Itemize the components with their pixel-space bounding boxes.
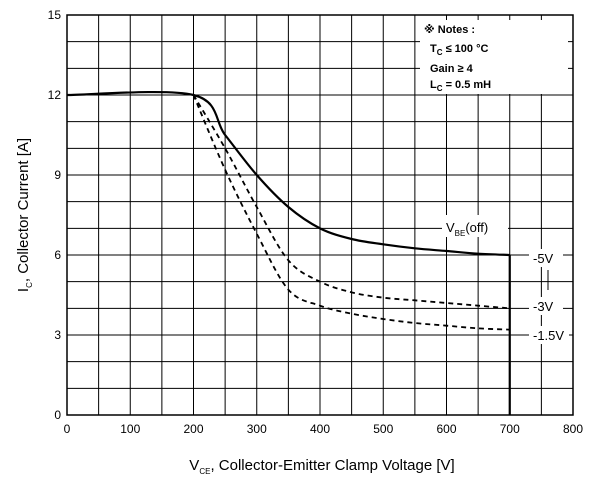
- x-tick-label: 100: [120, 422, 140, 436]
- y-tick-label: 0: [54, 408, 61, 422]
- series-line--5v: [66, 90, 510, 257]
- y-tick-label: 3: [54, 328, 61, 342]
- series-label-3v: -3V: [533, 299, 554, 314]
- series-line--3v: [192, 94, 510, 310]
- x-tick-label: 600: [436, 422, 456, 436]
- notes-box: [420, 20, 568, 94]
- x-tick-label: 200: [183, 422, 203, 436]
- x-tick-label: 0: [64, 422, 71, 436]
- x-tick-label: 700: [500, 422, 520, 436]
- y-tick-label: 12: [48, 88, 62, 102]
- x-axis-title: VCE, Collector-Emitter Clamp Voltage [V]: [189, 457, 454, 476]
- y-tick-label: 6: [54, 248, 61, 262]
- y-axis-title: IC, Collector Current [A]: [15, 138, 34, 292]
- x-tick-label: 400: [310, 422, 330, 436]
- label-bg-3v: [529, 297, 563, 315]
- series-label-1-5v: -1.5V: [533, 328, 564, 343]
- series-label-5v: -5V: [533, 251, 554, 266]
- plot-frame: [66, 14, 574, 416]
- notes-lc: LC = 0.5 mH: [430, 79, 491, 93]
- x-tick-label: 500: [373, 422, 393, 436]
- y-tick-label: 9: [54, 168, 61, 182]
- x-tick-label: 300: [247, 422, 267, 436]
- label-bg-1-5v: [529, 326, 569, 344]
- label-bg-5v: [529, 249, 563, 267]
- tick-labels: 0 100 200 300 400 500 600 700 800 0 3 6 9 12 15: [48, 8, 584, 436]
- series-lines: [66, 90, 511, 415]
- legend-title-bg: [442, 215, 508, 237]
- notes-heading: ※ Notes :: [424, 24, 475, 36]
- series-line--1-5v: [192, 94, 510, 331]
- legend-title: VBE(off): [446, 220, 488, 238]
- y-tick-label: 15: [48, 8, 62, 22]
- notes-gain: Gain ≥ 4: [430, 63, 474, 75]
- notes-tc: TC ≤ 100 °C: [430, 43, 488, 57]
- x-tick-label: 800: [563, 422, 583, 436]
